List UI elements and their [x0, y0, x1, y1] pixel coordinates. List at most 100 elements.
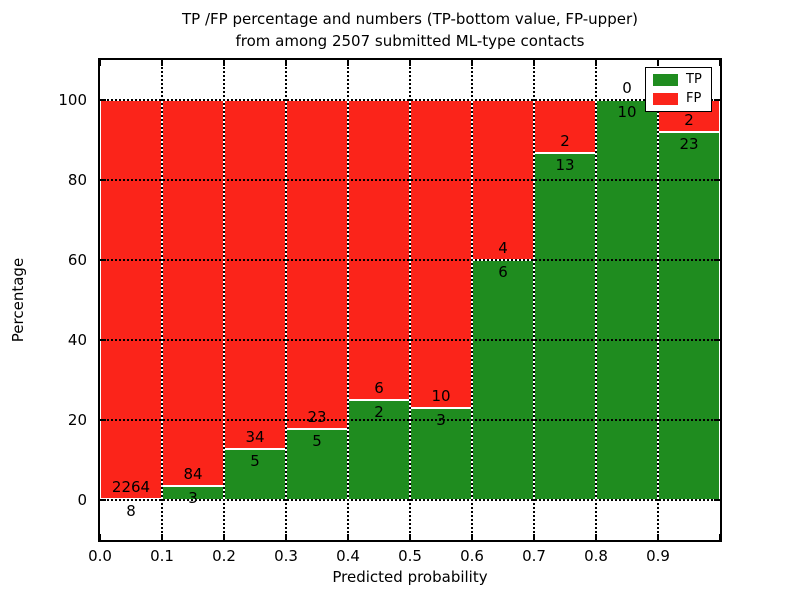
fp-count-label: 2264	[111, 477, 151, 496]
legend-label: FP	[686, 91, 702, 106]
y-tick-left	[100, 499, 106, 501]
bar-stack	[224, 100, 286, 500]
x-tick-bottom	[533, 534, 535, 540]
x-tick-label: 0.1	[150, 547, 174, 565]
x-tick-bottom	[471, 534, 473, 540]
bar-stack	[348, 100, 410, 500]
x-tick-bottom	[719, 534, 720, 540]
x-axis-label: Predicted probability	[332, 568, 488, 586]
tp-count-label: 13	[555, 156, 575, 175]
y-tick-label: 80	[67, 171, 87, 189]
horizontal-gridline	[100, 179, 720, 181]
horizontal-gridline	[100, 339, 720, 341]
bar-stack	[410, 100, 472, 500]
tp-legend-swatch	[653, 74, 678, 86]
plot-area: 2264 8 84 3 34 5 23 5 6 2 10 3 4 6 2 13 0 10 2 23	[100, 60, 720, 540]
legend: TP FP	[645, 67, 712, 112]
y-tick-label: 20	[67, 411, 87, 429]
vertical-gridline	[533, 60, 535, 540]
fp-count-label: 6	[374, 379, 384, 397]
x-tick-bottom	[100, 534, 101, 540]
bar-stack	[162, 100, 224, 500]
y-tick-right	[714, 339, 720, 341]
fp-count-label: 0	[622, 79, 632, 97]
fp-count-label: 23	[307, 407, 327, 426]
fp-bar-segment	[224, 100, 286, 449]
y-tick-left	[100, 419, 106, 421]
fp-count-label: 34	[245, 427, 265, 446]
x-tick-top	[285, 60, 287, 66]
y-tick-right	[714, 499, 720, 501]
x-tick-top	[161, 60, 163, 66]
vertical-gridline	[161, 60, 163, 540]
bar-stack	[286, 100, 348, 500]
x-tick-top	[471, 60, 473, 66]
x-tick-label: 0.2	[212, 547, 236, 565]
fp-count-label: 84	[183, 465, 203, 484]
tp-bar-segment	[534, 153, 596, 500]
y-tick-label: 60	[67, 251, 87, 269]
x-tick-bottom	[347, 534, 349, 540]
vertical-gridline	[657, 60, 659, 540]
bar-stack	[658, 100, 720, 500]
y-tick-right	[714, 99, 720, 101]
y-tick-left	[100, 259, 106, 261]
x-tick-top	[347, 60, 349, 66]
tp-count-label: 2	[374, 403, 384, 421]
y-tick-label: 0	[77, 491, 87, 509]
tp-bar-segment	[348, 400, 410, 500]
y-tick-left	[100, 339, 106, 341]
vertical-gridline	[285, 60, 287, 540]
fp-bar-segment	[100, 100, 162, 499]
x-tick-top	[100, 60, 101, 66]
x-tick-label: 0.5	[398, 547, 422, 565]
horizontal-gridline	[100, 99, 720, 101]
fp-bar-segment	[162, 100, 224, 487]
fp-legend-swatch	[653, 93, 678, 105]
fp-count-label: 10	[431, 386, 451, 405]
y-tick-left	[100, 99, 106, 101]
tp-count-label: 3	[436, 410, 446, 429]
tp-count-label: 5	[312, 431, 322, 450]
x-tick-bottom	[409, 534, 411, 540]
vertical-gridline	[595, 60, 597, 540]
x-tick-bottom	[285, 534, 287, 540]
legend-label: TP	[686, 72, 702, 87]
vertical-gridline	[347, 60, 349, 540]
vertical-gridline	[223, 60, 225, 540]
x-tick-label: 0.4	[336, 547, 360, 565]
x-tick-label: 0.6	[460, 547, 484, 565]
x-tick-bottom	[161, 534, 163, 540]
tp-count-label: 23	[679, 135, 699, 153]
tp-bar-segment	[658, 132, 720, 500]
x-tick-top	[223, 60, 225, 66]
bar-stack	[100, 100, 162, 500]
y-tick-right	[714, 259, 720, 261]
x-tick-bottom	[595, 534, 597, 540]
y-tick-right	[714, 179, 720, 181]
x-tick-top	[719, 60, 720, 66]
legend-item: FP	[653, 92, 702, 106]
vertical-gridline	[471, 60, 473, 540]
y-tick-label: 100	[58, 91, 87, 109]
fp-count-label: 2	[684, 111, 694, 129]
y-tick-left	[100, 179, 106, 181]
x-tick-top	[657, 60, 659, 66]
x-tick-label: 0.0	[88, 547, 112, 565]
y-axis-label: Percentage	[9, 257, 27, 343]
x-tick-top	[595, 60, 597, 66]
tp-count-label: 8	[126, 501, 136, 520]
y-tick-label: 40	[67, 331, 87, 349]
legend-item: TP	[653, 73, 702, 87]
x-tick-bottom	[657, 534, 659, 540]
x-tick-label: 0.3	[274, 547, 298, 565]
horizontal-gridline	[100, 259, 720, 261]
tp-bar-segment	[472, 260, 534, 500]
fp-bar-segment	[286, 100, 348, 429]
horizontal-gridline	[100, 419, 720, 421]
vertical-gridline	[409, 60, 411, 540]
bar-stack	[534, 100, 596, 500]
y-tick-right	[714, 419, 720, 421]
fp-count-label: 4	[498, 239, 508, 257]
